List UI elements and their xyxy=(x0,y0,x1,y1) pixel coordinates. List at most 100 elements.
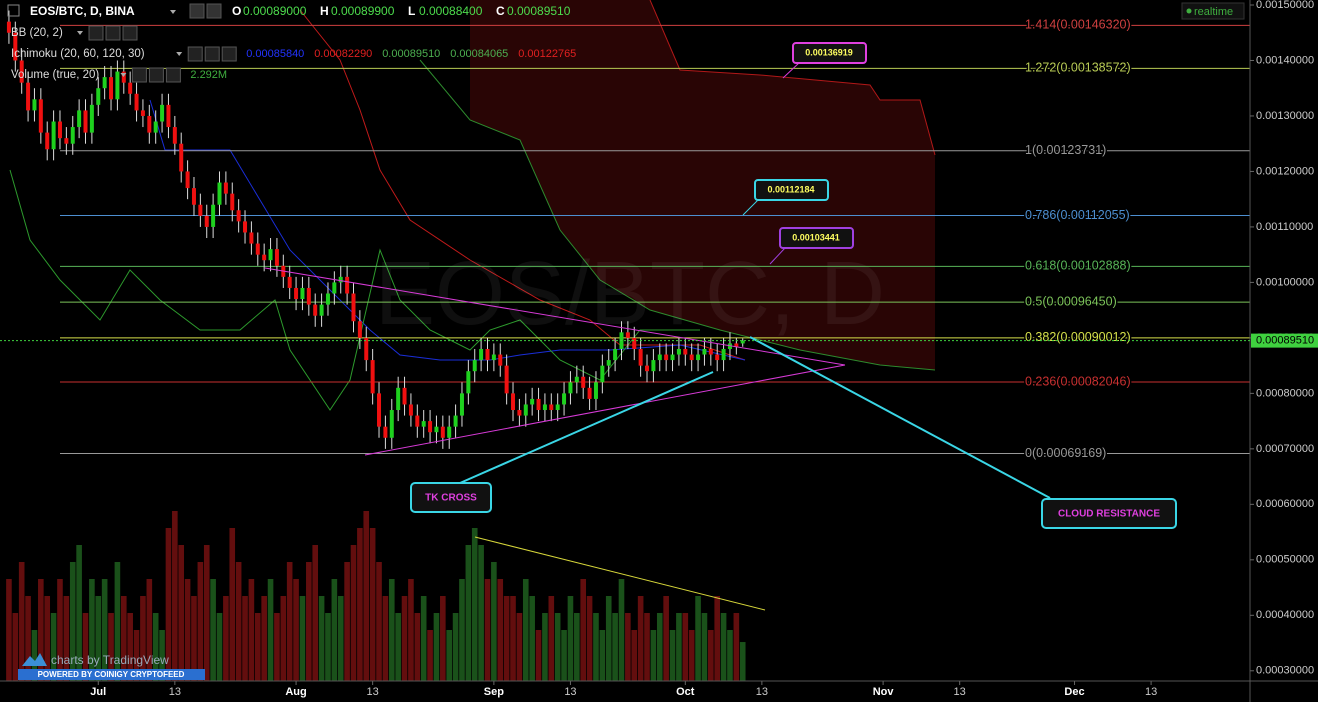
indicator-button[interactable] xyxy=(131,67,147,83)
volume-bar xyxy=(574,613,580,681)
indicator-button[interactable] xyxy=(122,25,138,41)
arrow xyxy=(782,61,801,79)
fib-label: 1.414(0.00146320) xyxy=(1025,18,1131,32)
settings-button[interactable] xyxy=(206,3,222,19)
volume-bar xyxy=(561,630,567,681)
settings-button[interactable] xyxy=(189,3,205,19)
y-tick-label: 0.00140000 xyxy=(1256,54,1314,66)
volume-bar xyxy=(312,545,319,681)
candle-body xyxy=(338,276,343,283)
volume-bar xyxy=(76,545,82,681)
trendline xyxy=(264,267,846,366)
ohlc-value: 0.00089900 xyxy=(331,4,395,18)
volume-bar xyxy=(44,596,51,681)
volume-bar xyxy=(510,596,516,681)
fib-label: 0.236(0.00082046) xyxy=(1025,374,1131,388)
volume-bar xyxy=(331,579,338,681)
candle-body xyxy=(625,332,630,338)
candle-body xyxy=(498,354,503,366)
volume-bar xyxy=(388,579,395,681)
volume-bar xyxy=(625,613,631,681)
candle-body xyxy=(542,404,547,411)
candle-body xyxy=(389,410,394,438)
candle-body xyxy=(613,348,618,361)
volume-bar xyxy=(337,596,344,681)
indicator-button[interactable] xyxy=(105,25,121,41)
candle-body xyxy=(217,182,222,205)
indicator-button[interactable] xyxy=(148,67,164,83)
volume-bar xyxy=(408,579,414,681)
indicator-button[interactable] xyxy=(165,67,181,83)
candle-body xyxy=(166,104,171,128)
volume-bar xyxy=(497,579,504,681)
candle-body xyxy=(262,254,267,261)
candle-body xyxy=(645,365,650,372)
candle-body xyxy=(511,393,516,411)
candle-body xyxy=(364,337,369,361)
indicator-name[interactable]: BB (20, 2) xyxy=(11,27,63,39)
candle-body xyxy=(32,99,37,111)
ohlc-value: 0.00088400 xyxy=(419,4,483,18)
branding: charts by TradingView POWERED BY COINIGY… xyxy=(18,653,205,680)
volume-bar xyxy=(146,579,153,681)
candle-body xyxy=(77,110,82,128)
candle-body xyxy=(708,348,713,355)
symbol-title[interactable]: EOS/BTC, D, BINA xyxy=(30,4,135,18)
candle-body xyxy=(89,104,94,133)
candle-body xyxy=(721,348,726,361)
candle-body xyxy=(657,354,662,361)
indicator-name[interactable]: Volume (true, 20) xyxy=(11,69,99,81)
volume-bar xyxy=(159,630,165,681)
volume-bar xyxy=(197,562,204,681)
candle-body xyxy=(57,121,62,139)
y-tick-label: 0.00100000 xyxy=(1256,276,1314,288)
volume-bar xyxy=(152,613,159,681)
indicator-button[interactable] xyxy=(204,46,220,62)
candle-body xyxy=(204,215,209,227)
fib-label: 0.382(0.00090012) xyxy=(1025,330,1131,344)
volume-bar xyxy=(554,613,561,681)
candle-body xyxy=(562,393,567,405)
y-tick-label: 0.00130000 xyxy=(1256,110,1314,122)
candle-body xyxy=(408,404,413,416)
arrow xyxy=(459,371,714,484)
volume-bar xyxy=(433,613,440,681)
candle-body xyxy=(428,421,433,433)
volume-bar xyxy=(465,545,472,681)
volume-bar xyxy=(274,613,280,681)
indicator-button[interactable] xyxy=(88,25,104,41)
volume-bar xyxy=(31,630,38,681)
candle-body xyxy=(147,115,152,133)
candle-body xyxy=(96,88,101,105)
candle-body xyxy=(440,426,445,438)
callout-text: TK CROSS xyxy=(425,493,477,504)
candle-body xyxy=(319,304,324,316)
y-tick-label: 0.00080000 xyxy=(1256,387,1314,399)
volume-bar xyxy=(6,579,12,681)
candle-body xyxy=(536,398,541,411)
volume-bar xyxy=(529,596,535,681)
dropdown-arrow[interactable] xyxy=(170,10,176,14)
volume-bar xyxy=(714,596,721,681)
dropdown-arrow[interactable] xyxy=(176,52,183,56)
indicator-name[interactable]: Ichimoku (20, 60, 120, 30) xyxy=(11,48,145,60)
volume-bar xyxy=(516,613,523,681)
collapse-button[interactable] xyxy=(7,4,20,17)
candle-body xyxy=(268,249,273,261)
candle-body xyxy=(313,304,318,316)
indicator-button[interactable] xyxy=(187,46,203,62)
volume-bar xyxy=(57,579,63,681)
candle-body xyxy=(459,393,464,416)
dropdown-arrow[interactable] xyxy=(120,73,127,77)
ohlc-key: L xyxy=(408,4,415,18)
branding-text: charts by TradingView xyxy=(51,653,169,667)
candle-body xyxy=(664,354,669,361)
realtime-badge xyxy=(1181,2,1245,20)
candle-body xyxy=(306,287,311,305)
volume-bar xyxy=(95,596,102,681)
x-tick-label: 13 xyxy=(169,686,181,698)
candle-body xyxy=(70,127,75,144)
indicator-button[interactable] xyxy=(221,46,237,62)
volume-bar xyxy=(446,630,453,681)
dropdown-arrow[interactable] xyxy=(77,31,83,35)
